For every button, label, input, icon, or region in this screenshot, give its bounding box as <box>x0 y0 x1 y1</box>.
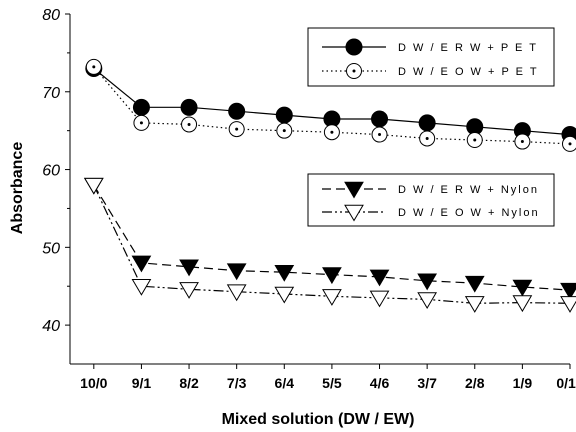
series-1 <box>85 58 576 152</box>
series-2-point-3 <box>226 263 247 281</box>
series-1-point-5 <box>323 124 340 141</box>
series-2-point-6 <box>369 269 390 287</box>
series-2-point-4 <box>274 264 295 282</box>
series-1-point-9-dot <box>520 140 524 144</box>
series-1-point-9 <box>514 133 531 150</box>
series-1-point-7-dot <box>425 136 429 140</box>
series-3-point-4 <box>274 286 295 304</box>
series-0-point-7 <box>418 114 436 132</box>
series-3-point-6 <box>369 290 390 308</box>
legend-label-2: D W / E R W + Nylon <box>398 184 539 196</box>
series-1-point-2 <box>181 116 198 133</box>
series-0-point-3 <box>228 102 246 120</box>
axes: 40 50 60 70 80 10/0 9/1 8/2 7/3 6/4 5/5 4/6 3/7 2/8 1/… <box>42 7 576 391</box>
series-2-point-2 <box>179 259 199 277</box>
series-2-point-5 <box>322 267 342 285</box>
series-1-point-10-dot <box>568 142 572 146</box>
series-1-point-8-dot <box>473 138 477 142</box>
legend-1: D W / E R W + Nylon D W / E O W + Nylon <box>307 173 555 227</box>
legend-marker-1 <box>346 63 362 79</box>
series-1-point-1-dot <box>139 121 143 125</box>
legend-label-3: D W / E O W + Nylon <box>398 207 540 219</box>
x-tick-label-2/8: 2/8 <box>465 375 485 391</box>
legend-0: D W / E R W + P E T D W / E O W + P E T <box>307 27 555 87</box>
series-1-point-0-dot <box>92 65 96 69</box>
series-3 <box>83 177 576 313</box>
series-1-point-0 <box>85 58 102 75</box>
legend-marker-0 <box>345 38 363 56</box>
x-tick-label-6/4: 6/4 <box>275 375 295 391</box>
series-1-point-3-dot <box>235 127 239 131</box>
series-1-point-10 <box>562 135 576 152</box>
x-tick-label-10/0: 10/0 <box>80 375 107 391</box>
series-3-point-7 <box>417 292 438 309</box>
series-0-point-2 <box>180 98 198 116</box>
legend-marker-3 <box>344 204 364 222</box>
series-1-point-4-dot <box>282 129 286 133</box>
series-3-point-1 <box>131 278 152 296</box>
series-3-point-3 <box>226 284 247 302</box>
x-tick-label-1/9: 1/9 <box>513 375 533 391</box>
x-tick-label-8/2: 8/2 <box>179 375 199 391</box>
series-layer <box>83 58 576 313</box>
series-2-point-8 <box>464 275 485 293</box>
y-axis-label: Absorbance <box>9 142 26 235</box>
series-3-point-8 <box>464 296 485 313</box>
x-axis-label: Mixed solution (DW / EW) <box>222 411 415 428</box>
x-tick-label-5/5: 5/5 <box>322 375 342 391</box>
series-3-point-2 <box>179 282 199 299</box>
y-tick-label-40: 40 <box>42 318 60 335</box>
series-2-point-7 <box>417 273 438 291</box>
legend-label-1: D W / E O W + P E T <box>398 66 539 78</box>
series-2-point-9 <box>512 279 533 297</box>
series-3-point-5 <box>322 289 342 306</box>
series-1-point-6-dot <box>378 133 382 137</box>
series-1-point-1 <box>133 114 150 131</box>
series-1-point-6 <box>371 126 388 143</box>
series-0-point-1 <box>132 98 150 116</box>
series-1-point-2-dot <box>187 122 191 126</box>
legends: D W / E R W + P E TD W / E O W + P E TD … <box>307 27 555 227</box>
x-tick-label-4/6: 4/6 <box>370 375 390 391</box>
series-1-point-3 <box>228 121 245 138</box>
series-line-1 <box>93 66 571 145</box>
series-2-point-10 <box>560 282 576 300</box>
legend-label-0: D W / E R W + P E T <box>398 42 538 54</box>
series-3-point-0 <box>83 177 104 195</box>
x-tick-label-7/3: 7/3 <box>227 375 247 391</box>
x-tick-label-9/1: 9/1 <box>132 375 152 391</box>
series-1-point-8 <box>466 132 483 148</box>
series-2 <box>83 177 576 300</box>
y-tick-label-80: 80 <box>42 7 60 24</box>
x-tick-label-0/10: 0/10 <box>556 375 576 391</box>
series-1-point-4 <box>276 122 293 139</box>
series-1-point-7 <box>419 130 436 147</box>
series-0-point-6 <box>371 110 389 128</box>
series-0-point-4 <box>275 106 293 124</box>
y-tick-label-60: 60 <box>42 163 60 180</box>
legend-marker-2 <box>344 181 364 199</box>
series-1-point-5-dot <box>330 130 334 134</box>
y-tick-label-70: 70 <box>42 85 60 102</box>
series-2-point-1 <box>131 255 152 273</box>
x-tick-label-3/7: 3/7 <box>417 375 437 391</box>
series-3-point-9 <box>512 295 533 313</box>
legend-marker-1-dot <box>352 69 356 73</box>
y-tick-label-50: 50 <box>42 240 60 257</box>
series-3-point-10 <box>560 296 576 313</box>
